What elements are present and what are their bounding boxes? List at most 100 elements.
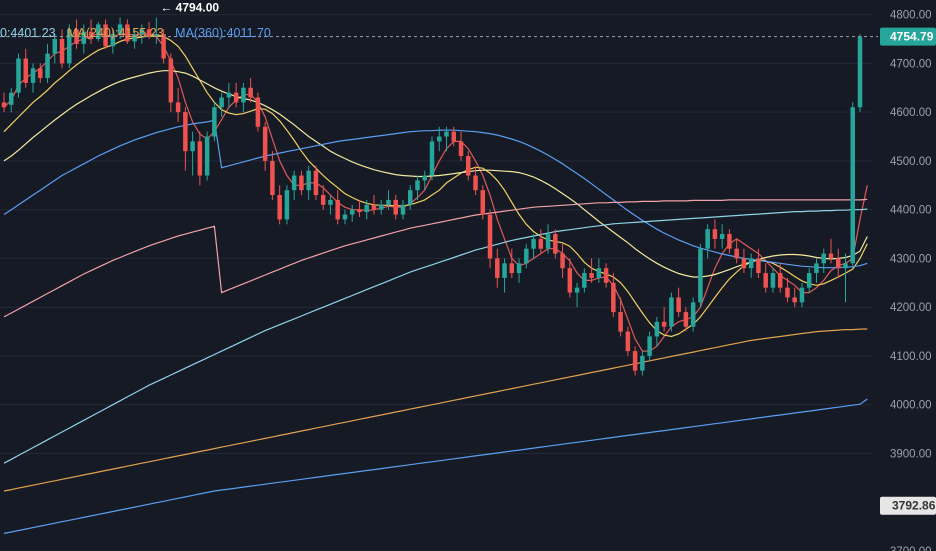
candle[interactable]	[719, 224, 725, 249]
candle[interactable]	[219, 92, 224, 118]
candle[interactable]	[799, 282, 805, 308]
candle[interactable]	[110, 29, 116, 54]
candle[interactable]	[357, 199, 362, 217]
candle[interactable]	[777, 263, 783, 293]
candle[interactable]	[125, 19, 130, 44]
candle[interactable]	[146, 21, 152, 40]
candle[interactable]	[458, 131, 464, 161]
candle[interactable]	[74, 19, 79, 49]
candle[interactable]	[538, 229, 544, 254]
candle[interactable]	[117, 17, 123, 40]
candle[interactable]	[531, 234, 536, 259]
candle[interactable]	[161, 29, 166, 64]
candle[interactable]	[611, 273, 616, 317]
candle[interactable]	[1, 92, 7, 113]
candle[interactable]	[770, 268, 776, 293]
candle[interactable]	[748, 253, 754, 278]
candle[interactable]	[415, 175, 420, 200]
candle[interactable]	[553, 229, 558, 259]
candle[interactable]	[284, 185, 290, 225]
candle[interactable]	[647, 331, 652, 361]
candle[interactable]	[262, 121, 268, 171]
candle[interactable]	[683, 307, 689, 332]
candles[interactable]	[1, 17, 863, 376]
candle[interactable]	[843, 253, 848, 303]
candle[interactable]	[727, 229, 732, 254]
candle[interactable]	[596, 258, 602, 283]
candle[interactable]	[698, 243, 703, 308]
candle[interactable]	[38, 63, 43, 83]
candle[interactable]	[139, 24, 145, 44]
candle[interactable]	[364, 199, 369, 220]
candle[interactable]	[168, 53, 174, 113]
candle[interactable]	[96, 21, 101, 42]
candle[interactable]	[632, 346, 638, 376]
candle[interactable]	[59, 29, 65, 69]
candle[interactable]	[212, 102, 217, 142]
candle[interactable]	[313, 165, 319, 200]
candle[interactable]	[386, 190, 391, 210]
candle[interactable]	[175, 87, 181, 122]
candle[interactable]	[255, 92, 261, 132]
candle[interactable]	[850, 102, 855, 269]
candle[interactable]	[378, 199, 384, 215]
candle[interactable]	[270, 151, 275, 200]
candle[interactable]	[393, 195, 398, 220]
candle[interactable]	[320, 185, 326, 210]
candle[interactable]	[23, 48, 29, 88]
candle[interactable]	[567, 258, 573, 298]
candle[interactable]	[226, 82, 232, 108]
candle[interactable]	[821, 248, 826, 274]
candle[interactable]	[690, 297, 696, 332]
price-axis[interactable]: 4800.00 4700.00 4600.00 4500.00 4400.00 4300.…	[890, 10, 932, 551]
candle[interactable]	[741, 248, 747, 274]
candle[interactable]	[335, 190, 340, 225]
candle[interactable]	[9, 87, 14, 113]
candle[interactable]	[437, 126, 442, 152]
candle[interactable]	[132, 29, 137, 49]
legend-ma-240[interactable]: MA(240):4155.23	[67, 26, 164, 40]
candle[interactable]	[669, 292, 674, 332]
candle[interactable]	[241, 82, 246, 113]
candle[interactable]	[589, 258, 594, 283]
candle[interactable]	[88, 19, 94, 44]
candle[interactable]	[45, 43, 50, 83]
candle[interactable]	[712, 219, 718, 249]
candle[interactable]	[248, 78, 253, 103]
candle[interactable]	[654, 316, 660, 347]
candle[interactable]	[625, 326, 631, 356]
candle[interactable]	[183, 107, 188, 171]
candle[interactable]	[640, 351, 645, 376]
candle[interactable]	[299, 170, 304, 196]
candle[interactable]	[603, 263, 609, 288]
candle[interactable]	[676, 287, 681, 317]
candle[interactable]	[197, 131, 203, 186]
candle[interactable]	[233, 82, 239, 108]
candle[interactable]	[756, 248, 761, 278]
candle[interactable]	[16, 53, 21, 98]
candle[interactable]	[277, 185, 282, 225]
candle[interactable]	[422, 170, 427, 191]
legend-ma-short[interactable]: 0:4401.23	[0, 26, 56, 40]
candle[interactable]	[857, 34, 863, 113]
candle[interactable]	[328, 195, 333, 215]
candle[interactable]	[349, 204, 355, 222]
candle[interactable]	[574, 282, 580, 308]
candle[interactable]	[560, 243, 565, 278]
candle[interactable]	[103, 19, 108, 49]
candle[interactable]	[291, 170, 297, 200]
candle[interactable]	[828, 238, 834, 264]
candle[interactable]	[516, 258, 522, 283]
candle[interactable]	[509, 248, 515, 278]
candle[interactable]	[480, 185, 486, 220]
candle[interactable]	[785, 277, 790, 303]
candle[interactable]	[52, 34, 58, 64]
candle[interactable]	[705, 224, 710, 259]
candle[interactable]	[342, 209, 348, 225]
candle[interactable]	[204, 131, 210, 181]
candle[interactable]	[835, 248, 841, 278]
candle[interactable]	[30, 63, 36, 93]
candle[interactable]	[734, 238, 739, 264]
candle[interactable]	[524, 243, 529, 269]
candle[interactable]	[502, 258, 507, 293]
